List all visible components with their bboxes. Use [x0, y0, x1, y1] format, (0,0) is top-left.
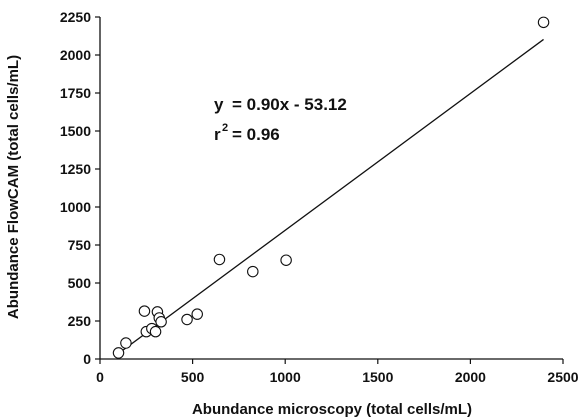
equation-y-label: y	[214, 95, 224, 114]
axes	[99, 17, 563, 360]
data-point	[181, 313, 193, 326]
y-tick-label: 2250	[60, 9, 91, 25]
y-tick-label: 750	[68, 237, 92, 253]
data-point	[247, 265, 259, 278]
y-axis-title: Abundance FlowCAM (total cells/mL)	[5, 55, 22, 319]
r-squared-text: = 0.96	[232, 125, 280, 144]
fit-line	[118, 38, 544, 354]
x-tick-label: 0	[96, 369, 104, 385]
y-tick-label: 0	[83, 351, 91, 367]
equation-annotation: y = 0.90x - 53.12	[214, 95, 347, 114]
fit-line-group	[118, 38, 544, 354]
data-point	[191, 308, 203, 320]
ticks: 0 500 1000 1500 2000 2500 0 250 500 750 1000 1250 15…	[60, 9, 579, 385]
data-point	[213, 253, 226, 266]
y-tick-label: 1500	[60, 123, 91, 139]
data-point	[280, 254, 292, 266]
data-point	[112, 347, 125, 359]
x-tick-label: 1500	[362, 369, 393, 385]
data-point	[155, 316, 167, 328]
r-squared-label: r	[214, 125, 221, 144]
y-tick-label: 500	[68, 275, 92, 291]
data-point	[537, 16, 550, 29]
y-tick-label: 1000	[60, 199, 91, 215]
x-tick-label: 1000	[270, 369, 301, 385]
data-point	[138, 305, 151, 317]
x-axis-title: Abundance microscopy (total cells/mL)	[192, 401, 472, 418]
x-tick-label: 2000	[455, 369, 486, 385]
r-squared-superscript: 2	[222, 122, 228, 134]
equation-text: = 0.90x - 53.12	[232, 95, 347, 114]
data-point	[120, 337, 132, 349]
x-tick-label: 500	[181, 369, 205, 385]
r-squared-annotation: r 2 = 0.96	[214, 122, 280, 144]
data-point	[149, 325, 162, 338]
y-tick-label: 1250	[60, 161, 91, 177]
y-tick-label: 250	[68, 313, 92, 329]
data-points	[112, 16, 550, 359]
x-tick-label: 2500	[547, 369, 578, 385]
y-tick-label: 1750	[60, 85, 91, 101]
y-tick-label: 2000	[60, 47, 91, 63]
